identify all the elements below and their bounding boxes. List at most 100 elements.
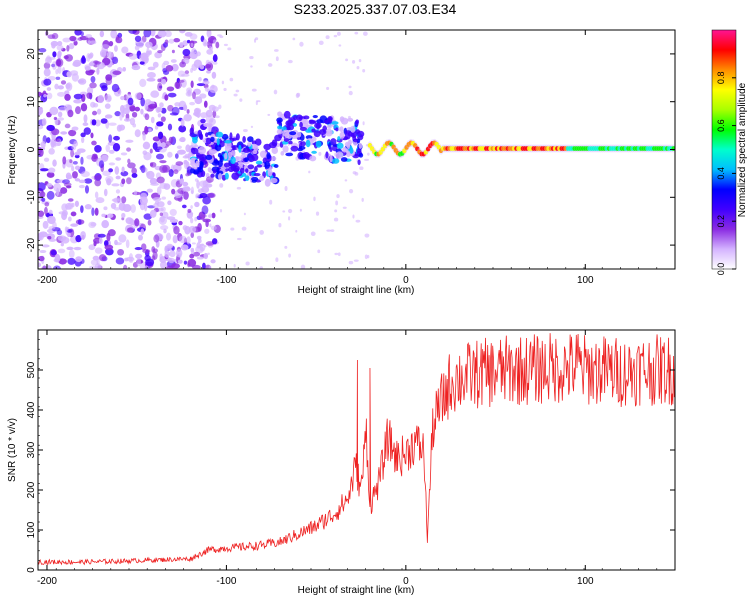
- spectrogram-cell: [163, 70, 170, 75]
- spectrogram-cell: [54, 83, 59, 90]
- spectrogram-cell: [171, 188, 176, 195]
- spectrogram-cell: [152, 61, 159, 68]
- spectrogram-cell: [136, 257, 141, 267]
- spectrogram-cell: [186, 87, 193, 94]
- spectrogram-cell: [259, 266, 263, 269]
- spectrogram-cell: [183, 104, 188, 111]
- spectrogram-cell: [189, 212, 194, 215]
- spectrogram-cell: [205, 154, 213, 161]
- spectrogram-cell: [192, 251, 201, 257]
- spectrogram-cell: [157, 113, 162, 118]
- spectrogram-cell: [187, 208, 192, 214]
- spectrogram-cell: [161, 62, 166, 70]
- spectrogram-cell: [218, 104, 222, 110]
- spectrogram-cell: [147, 205, 156, 209]
- spectrogram-cell: [190, 190, 194, 194]
- spectrogram-cell: [46, 190, 55, 200]
- spectrogram-cell: [233, 263, 236, 268]
- spectrogram-cell: [251, 88, 257, 92]
- spectrogram-cell: [44, 56, 53, 64]
- spectrogram-cell: [97, 94, 105, 104]
- spectrogram-cell: [90, 101, 96, 108]
- spectrogram-cell: [282, 210, 286, 213]
- spectrogram-cell: [190, 247, 195, 253]
- spectrogram-cell: [157, 30, 167, 38]
- spectrogram-cell: [88, 221, 96, 229]
- spectrogram-cell: [78, 78, 87, 85]
- spectrogram-cell: [212, 169, 217, 174]
- spectrogram-cell: [100, 118, 108, 124]
- spectrogram-cell: [74, 178, 81, 182]
- spectrogram-cell: [236, 237, 242, 241]
- spectrogram-cell: [330, 138, 337, 146]
- spectrogram-cell: [330, 229, 335, 232]
- spectrogram-cell: [83, 127, 91, 135]
- spectrogram-cell: [114, 45, 118, 52]
- spectrogram-cell: [94, 119, 101, 127]
- spectrogram-cell: [52, 51, 57, 58]
- spectrogram-cell: [40, 140, 46, 149]
- spectrogram-cell: [259, 150, 268, 159]
- spectrogram-cell: [131, 167, 137, 175]
- spectrogram-cell: [57, 235, 67, 242]
- spectrogram-cell: [358, 152, 364, 158]
- spectrogram-cell: [355, 129, 361, 134]
- spectrogram-cell: [96, 67, 100, 75]
- spectrogram-cell: [296, 114, 303, 122]
- spectrogram-cell: [159, 164, 168, 174]
- spectrogram-cell: [267, 63, 273, 67]
- spectrogram-cell: [209, 149, 218, 154]
- spectrogram-cell: [324, 119, 329, 124]
- spectrogram-cell: [311, 150, 317, 154]
- spectrogram-cell: [214, 143, 222, 152]
- spectrogram-cell: [142, 249, 151, 254]
- spectrogram-cell: [179, 235, 187, 244]
- spectrogram-cell: [183, 113, 192, 122]
- spectrogram-cell: [46, 124, 55, 132]
- spectrogram-cell: [90, 40, 97, 45]
- spectrogram-cell: [62, 156, 67, 165]
- spectrogram-cell: [216, 138, 220, 146]
- spectrogram-cell: [159, 102, 164, 108]
- spectrogram-cell: [101, 44, 110, 49]
- spectrogram-cell: [182, 48, 191, 57]
- spectrogram-cell: [139, 196, 148, 206]
- spectrogram-cell: [247, 141, 252, 147]
- spectrogram-cell: [296, 131, 302, 138]
- spectrogram-cell: [168, 136, 174, 144]
- spectrogram-cell: [402, 148, 407, 154]
- spectrogram-cell: [38, 182, 46, 191]
- spectrogram-cell: [193, 112, 198, 116]
- spectrogram-cell: [336, 142, 344, 149]
- spectrogram-cell: [146, 188, 153, 193]
- snr-series-line: [38, 333, 675, 566]
- spectrogram-cell: [228, 166, 235, 173]
- colorbar: 0.0 0.2 0.4 0.6 0.8 Normalized spectral ampl…: [711, 29, 748, 275]
- spectrogram-cell: [57, 50, 62, 57]
- spectrogram-cell: [173, 169, 179, 175]
- spectrogram-cell: [119, 112, 123, 121]
- spectrogram-cell: [251, 154, 259, 162]
- spectrogram-cell: [169, 250, 176, 258]
- spectrogram-cell: [252, 149, 258, 155]
- spectrogram-cell: [175, 161, 184, 166]
- spectrogram-cell: [347, 117, 354, 122]
- snr-x-ticks: -200 -100 0 100: [37, 330, 676, 587]
- spectrogram-cell: [211, 106, 219, 112]
- spectrogram-cell: [235, 89, 240, 93]
- spectrogram-cell: [84, 178, 93, 184]
- spectrogram-cell: [104, 103, 111, 109]
- spectrogram-cell: [190, 205, 193, 209]
- snr-x-tick-label: -200: [37, 576, 57, 587]
- spectrogram-cell: [219, 208, 223, 213]
- spectrogram-cell: [86, 92, 93, 99]
- spectrogram-cell: [128, 53, 138, 60]
- spectrogram-cell: [186, 236, 191, 245]
- spectrogram-cell: [183, 186, 191, 192]
- spectrogram-cell: [271, 146, 279, 155]
- spectrogram-cell: [242, 128, 248, 133]
- spectrogram-cell: [191, 147, 199, 155]
- spectrogram-cell: [154, 125, 159, 130]
- spectrogram-cell: [38, 210, 45, 217]
- spectrogram-cell: [278, 223, 282, 228]
